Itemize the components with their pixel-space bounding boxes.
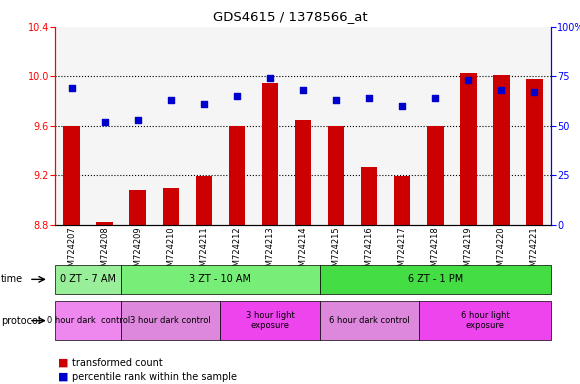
Point	[496, 87, 506, 93]
Point	[133, 117, 143, 123]
Bar	[55, 27, 88, 225]
Text: percentile rank within the sample: percentile rank within the sample	[72, 372, 237, 382]
Bar	[328, 126, 345, 225]
Bar	[88, 27, 121, 225]
Bar	[386, 27, 419, 225]
Bar	[121, 27, 154, 225]
Bar	[195, 176, 212, 225]
Bar	[129, 190, 146, 225]
Text: ■: ■	[58, 358, 68, 368]
Bar	[427, 126, 444, 225]
Text: ■: ■	[58, 372, 68, 382]
Point	[232, 93, 241, 99]
Bar	[295, 119, 311, 225]
Bar	[320, 27, 353, 225]
Bar	[493, 75, 510, 225]
Bar	[262, 83, 278, 225]
Bar	[394, 176, 411, 225]
Text: 0 hour dark  control: 0 hour dark control	[46, 316, 130, 325]
Point	[265, 75, 274, 81]
Text: 6 hour dark control: 6 hour dark control	[329, 316, 409, 325]
Bar	[229, 126, 245, 225]
Bar	[485, 27, 518, 225]
Text: 3 ZT - 10 AM: 3 ZT - 10 AM	[190, 274, 251, 285]
Text: GDS4615 / 1378566_at: GDS4615 / 1378566_at	[213, 10, 367, 23]
Point	[331, 97, 340, 103]
Point	[430, 95, 440, 101]
Point	[530, 89, 539, 95]
Bar	[419, 27, 452, 225]
Bar	[452, 27, 485, 225]
Point	[100, 119, 109, 125]
Bar	[287, 27, 320, 225]
Point	[67, 85, 76, 91]
Bar	[253, 27, 287, 225]
Point	[298, 87, 307, 93]
Point	[463, 77, 473, 83]
Bar	[96, 222, 113, 225]
Text: time: time	[1, 274, 23, 285]
Text: 0 ZT - 7 AM: 0 ZT - 7 AM	[60, 274, 116, 285]
Bar	[63, 126, 80, 225]
Point	[166, 97, 175, 103]
Text: 6 ZT - 1 PM: 6 ZT - 1 PM	[408, 274, 463, 285]
Point	[397, 103, 407, 109]
Text: transformed count: transformed count	[72, 358, 163, 368]
Text: 3 hour light
exposure: 3 hour light exposure	[245, 311, 295, 330]
Bar	[220, 27, 253, 225]
Bar	[518, 27, 551, 225]
Bar	[187, 27, 220, 225]
Text: protocol: protocol	[1, 316, 41, 326]
Text: 6 hour light
exposure: 6 hour light exposure	[461, 311, 509, 330]
Bar	[460, 73, 477, 225]
Bar	[526, 79, 543, 225]
Bar	[154, 27, 187, 225]
Bar	[361, 167, 378, 225]
Point	[200, 101, 209, 107]
Text: 3 hour dark control: 3 hour dark control	[130, 316, 211, 325]
Bar	[162, 187, 179, 225]
Bar	[353, 27, 386, 225]
Point	[364, 95, 374, 101]
